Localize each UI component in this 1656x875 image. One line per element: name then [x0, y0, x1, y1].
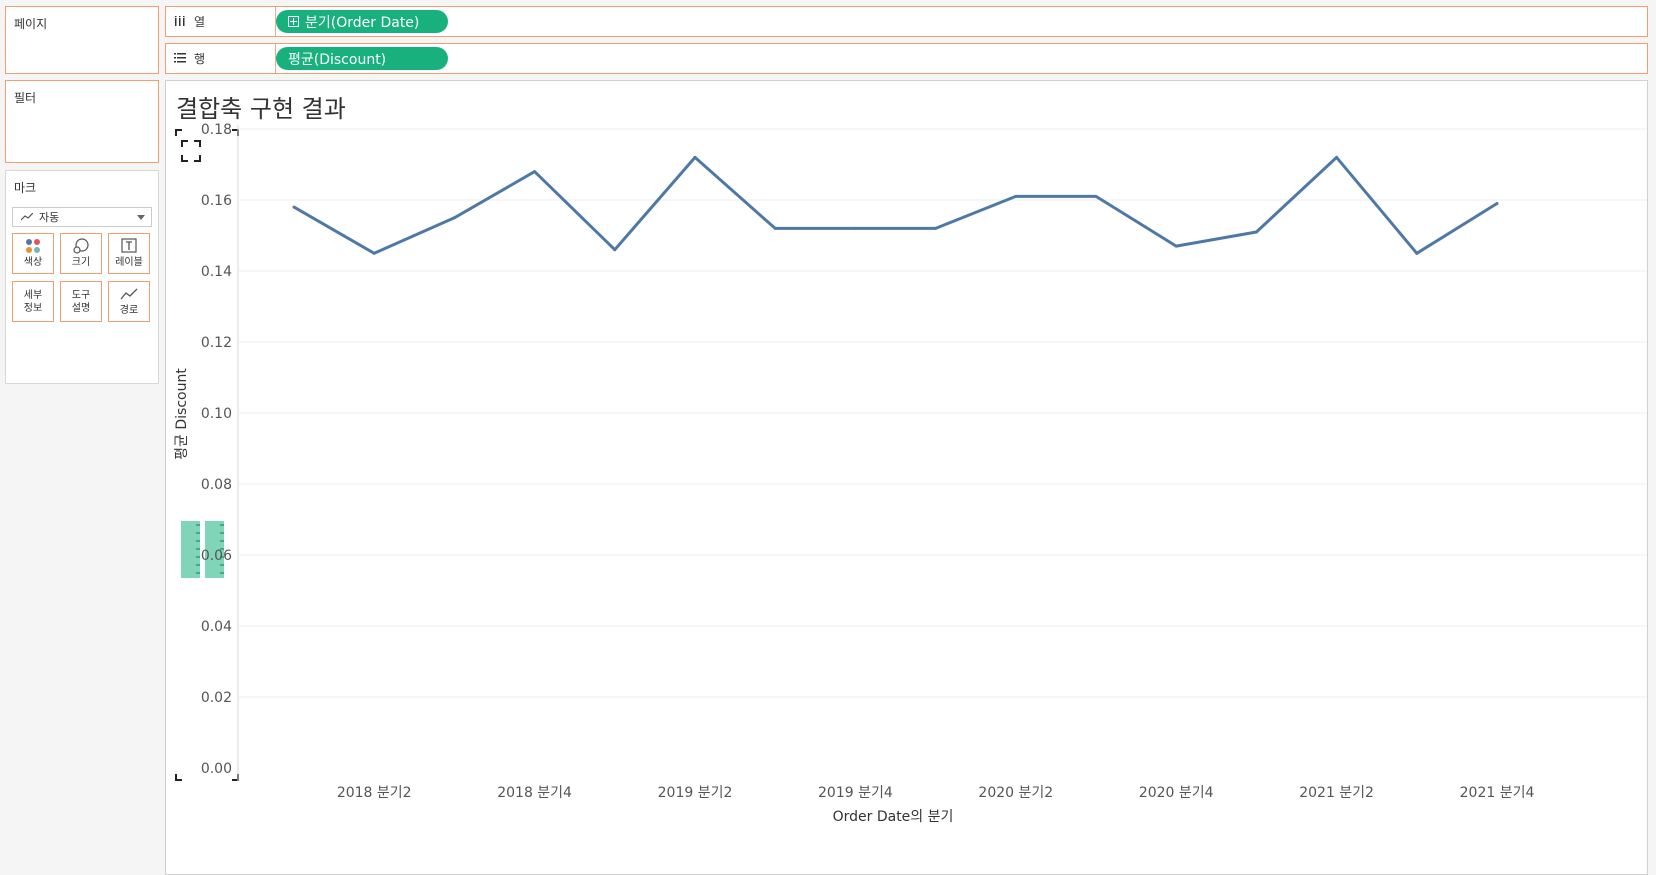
x-tick-label: 2021 분기4 [1460, 785, 1535, 801]
fit-width-icon[interactable] [181, 140, 201, 162]
pages-title: 페이지 [14, 17, 48, 31]
mark-type-dropdown[interactable]: 자동 [12, 207, 152, 227]
columns-shelf-label: 열 [166, 7, 276, 36]
y-tick-label: 0.18 [201, 122, 232, 138]
columns-shelf[interactable]: 열 분기(Order Date) [165, 6, 1648, 37]
label-text-icon [121, 238, 137, 254]
rows-label: 행 [194, 52, 206, 66]
data-point[interactable] [1014, 194, 1018, 198]
columns-label: 열 [194, 15, 206, 29]
y-tick-label: 0.08 [201, 477, 232, 493]
marks-panel: 마크 [5, 170, 159, 384]
data-point[interactable] [1094, 194, 1098, 198]
rows-pill[interactable]: 평균(Discount) [276, 47, 448, 70]
data-point[interactable] [1254, 230, 1258, 234]
color-dots-icon [25, 238, 41, 254]
data-point[interactable] [613, 248, 617, 252]
mark-detail-button[interactable]: 세부 정보 [12, 281, 54, 322]
discount-line[interactable] [293, 155, 1498, 255]
size-circles-icon [72, 238, 90, 254]
data-point[interactable] [533, 170, 537, 174]
path-line-icon [120, 286, 138, 302]
x-tick-label: 2019 분기2 [658, 785, 733, 801]
mark-label-label: 레이블 [115, 257, 143, 268]
filters-title: 필터 [14, 91, 37, 105]
y-tick-label: 0.04 [201, 619, 232, 635]
data-point[interactable] [773, 226, 777, 230]
line-chart[interactable]: 0.00 0.02 0.04 0.06 0.08 0.10 0.12 0.14 0.16 0.18… [166, 81, 1647, 874]
data-point[interactable] [452, 216, 456, 220]
data-point[interactable] [1495, 202, 1499, 206]
data-point[interactable] [853, 226, 857, 230]
x-tick-label: 2019 분기4 [818, 785, 893, 801]
y-tick-label: 0.00 [201, 761, 232, 777]
y-axis-ticks: 0.00 0.02 0.04 0.06 0.08 0.10 0.12 0.14 0.16 0.18 [201, 122, 232, 777]
y-tick-label: 0.12 [201, 335, 232, 351]
mark-type-label: 자동 [39, 211, 60, 224]
mark-size-label: 크기 [71, 257, 91, 268]
y-tick-label: 0.06 [201, 548, 232, 564]
pages-panel[interactable]: 페이지 [5, 6, 159, 74]
mark-tooltip-button[interactable]: 도구 설명 [60, 281, 102, 322]
expand-plus-icon[interactable] [288, 16, 299, 27]
mark-size-button[interactable]: 크기 [60, 233, 102, 274]
gridlines [238, 128, 1647, 698]
mark-tooltip-label: 도구 설명 [71, 289, 91, 314]
line-chart-icon [20, 211, 34, 224]
columns-pill[interactable]: 분기(Order Date) [276, 10, 448, 33]
mark-color-label: 색상 [23, 257, 43, 268]
mark-detail-label: 세부 정보 [23, 289, 43, 314]
data-point[interactable] [372, 251, 376, 255]
rows-shelf-label: 행 [166, 44, 276, 73]
discount-points [292, 155, 1499, 255]
chevron-down-icon[interactable] [137, 215, 145, 220]
rows-shelf[interactable]: 행 평균(Discount) [165, 43, 1648, 74]
rows-pill-label: 평균(Discount) [288, 51, 387, 68]
data-point[interactable] [1415, 251, 1419, 255]
mark-path-label: 경로 [119, 305, 139, 316]
marks-title: 마크 [14, 181, 37, 195]
data-point[interactable] [934, 226, 938, 230]
axis-drag-handle[interactable] [181, 521, 224, 578]
filters-panel[interactable]: 필터 [5, 80, 159, 163]
visualization-area[interactable]: 결합축 구현 결과 0.00 0.02 0.04 0.06 0.08 0.10 0.12 0.… [165, 80, 1648, 875]
data-point[interactable] [1174, 244, 1178, 248]
y-tick-label: 0.02 [201, 690, 232, 706]
x-tick-label: 2020 분기4 [1139, 785, 1214, 801]
y-tick-label: 0.14 [201, 264, 232, 280]
x-tick-label: 2021 분기2 [1299, 785, 1374, 801]
y-tick-label: 0.16 [201, 193, 232, 209]
x-tick-label: 2018 분기4 [497, 785, 572, 801]
x-axis-label: Order Date의 분기 [833, 809, 954, 825]
data-point[interactable] [693, 155, 697, 159]
x-tick-label: 2018 분기2 [337, 785, 412, 801]
data-point[interactable] [292, 205, 296, 209]
y-tick-label: 0.10 [201, 406, 232, 422]
mark-label-button[interactable]: 레이블 [108, 233, 150, 274]
columns-pill-label: 분기(Order Date) [305, 14, 420, 31]
mark-path-button[interactable]: 경로 [108, 281, 150, 322]
y-axis-label: 평균 Discount [174, 368, 190, 460]
x-tick-label: 2020 분기2 [978, 785, 1053, 801]
rows-icon [174, 52, 186, 66]
columns-icon [174, 15, 186, 29]
mark-color-button[interactable]: 색상 [12, 233, 54, 274]
x-axis-ticks: 2018 분기2 2018 분기4 2019 분기2 2019 분기4 2020 분기2… [337, 785, 1535, 801]
chart-title: 결합축 구현 결과 [176, 95, 346, 123]
data-point[interactable] [1335, 155, 1339, 159]
